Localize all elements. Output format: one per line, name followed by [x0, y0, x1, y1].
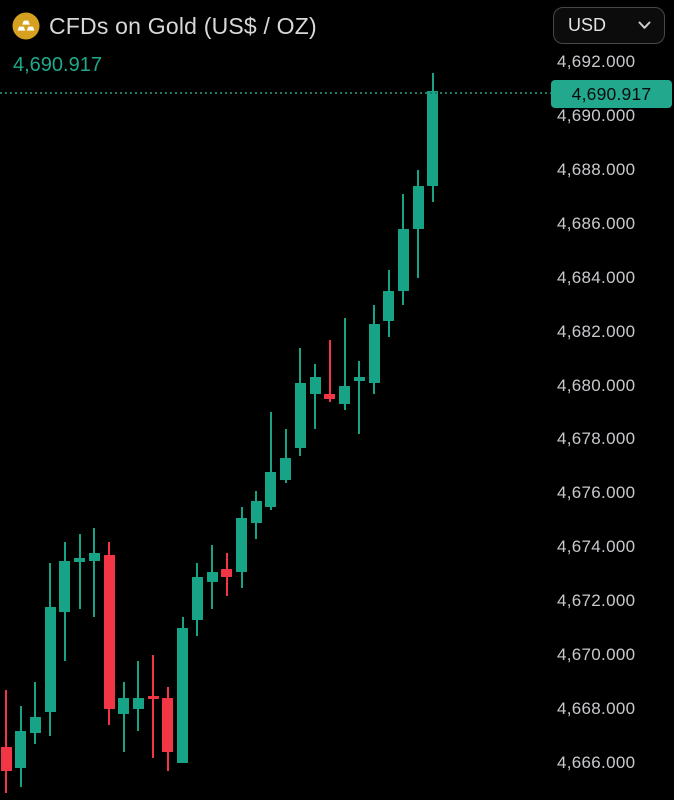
candle-body-up [118, 698, 130, 715]
price-axis-label: 4,676.000 [557, 483, 636, 503]
candle-body-down [162, 698, 174, 753]
candle-wick-up [34, 682, 37, 745]
candle-body-up [397, 229, 409, 292]
price-scale[interactable]: 4,692.000 4,690.000 4,688.000 4,686.000 4,68… [554, 0, 674, 800]
candle-wick-up [137, 660, 140, 731]
candle-body-up [265, 471, 277, 507]
candle-wick-up [343, 318, 346, 410]
price-axis-label: 4,682.000 [557, 321, 636, 341]
candle-wick-down [328, 339, 331, 402]
candle-body-up [206, 571, 218, 583]
candle-body-up [353, 377, 365, 381]
price-axis-label: 4,688.000 [557, 159, 636, 179]
candle-body-up [383, 291, 395, 321]
candle-body-up [59, 560, 71, 612]
price-axis-label: 4,686.000 [557, 213, 636, 233]
candle-wick-up [269, 412, 272, 510]
candle-wick-up [78, 533, 81, 610]
candle-body-up [427, 91, 439, 187]
candle-body-up [15, 730, 27, 769]
candle-body-up [44, 606, 56, 712]
price-axis-label: 4,684.000 [557, 267, 636, 287]
candle-wick-down [5, 690, 7, 793]
candle-wick-up [284, 428, 287, 483]
candle-body-up [368, 323, 380, 383]
candle-body-up [74, 558, 86, 562]
candle-body-up [250, 501, 262, 524]
last-price-badge-value: 4,690.917 [571, 83, 652, 104]
last-price-badge: 4,690.917 [551, 80, 672, 109]
candle-body-down [324, 393, 336, 399]
price-axis-label: 4,692.000 [557, 52, 636, 71]
candle-body-down [0, 746, 12, 772]
candle-body-up [88, 552, 100, 561]
price-axis-label: 4,670.000 [557, 645, 636, 665]
candle-wick-up [93, 528, 96, 618]
chevron-down-icon [638, 21, 651, 29]
candle-wick-down [152, 655, 155, 758]
candle-body-down [103, 555, 115, 710]
candle-wick-up [314, 363, 317, 429]
candle-wick-up [122, 682, 125, 753]
candle-body-up [236, 517, 248, 572]
price-axis-label: 4,680.000 [557, 375, 636, 395]
candle-body-up [412, 186, 424, 230]
price-axis-label: 4,690.000 [557, 105, 636, 125]
candle-body-down [147, 695, 159, 700]
currency-value: USD [568, 15, 607, 35]
price-axis-label: 4,674.000 [557, 537, 636, 557]
candle-body-up [294, 382, 306, 448]
symbol-title: CFDs on Gold (US$ / OZ) [49, 12, 317, 39]
candle-body-down [221, 568, 233, 577]
candle-wick-up [358, 361, 361, 435]
price-axis-label: 4,666.000 [557, 752, 636, 772]
gold-bars-icon [12, 12, 40, 40]
price-axis-label: 4,668.000 [557, 699, 636, 719]
candle-body-up [280, 458, 292, 480]
candle-body-up [132, 698, 144, 710]
candle-body-up [191, 576, 203, 621]
candle-body-up [29, 717, 41, 734]
candle-body-up [177, 628, 189, 763]
chart-header: CFDs on Gold (US$ / OZ) [12, 12, 317, 40]
candle-body-up [309, 377, 321, 394]
price-axis-label: 4,672.000 [557, 591, 636, 611]
price-axis-label: 4,678.000 [557, 429, 636, 449]
current-price: 4,690.917 [13, 54, 102, 76]
currency-dropdown[interactable]: USD [553, 7, 665, 44]
last-price-line [0, 92, 551, 95]
candle-body-up [339, 385, 351, 405]
